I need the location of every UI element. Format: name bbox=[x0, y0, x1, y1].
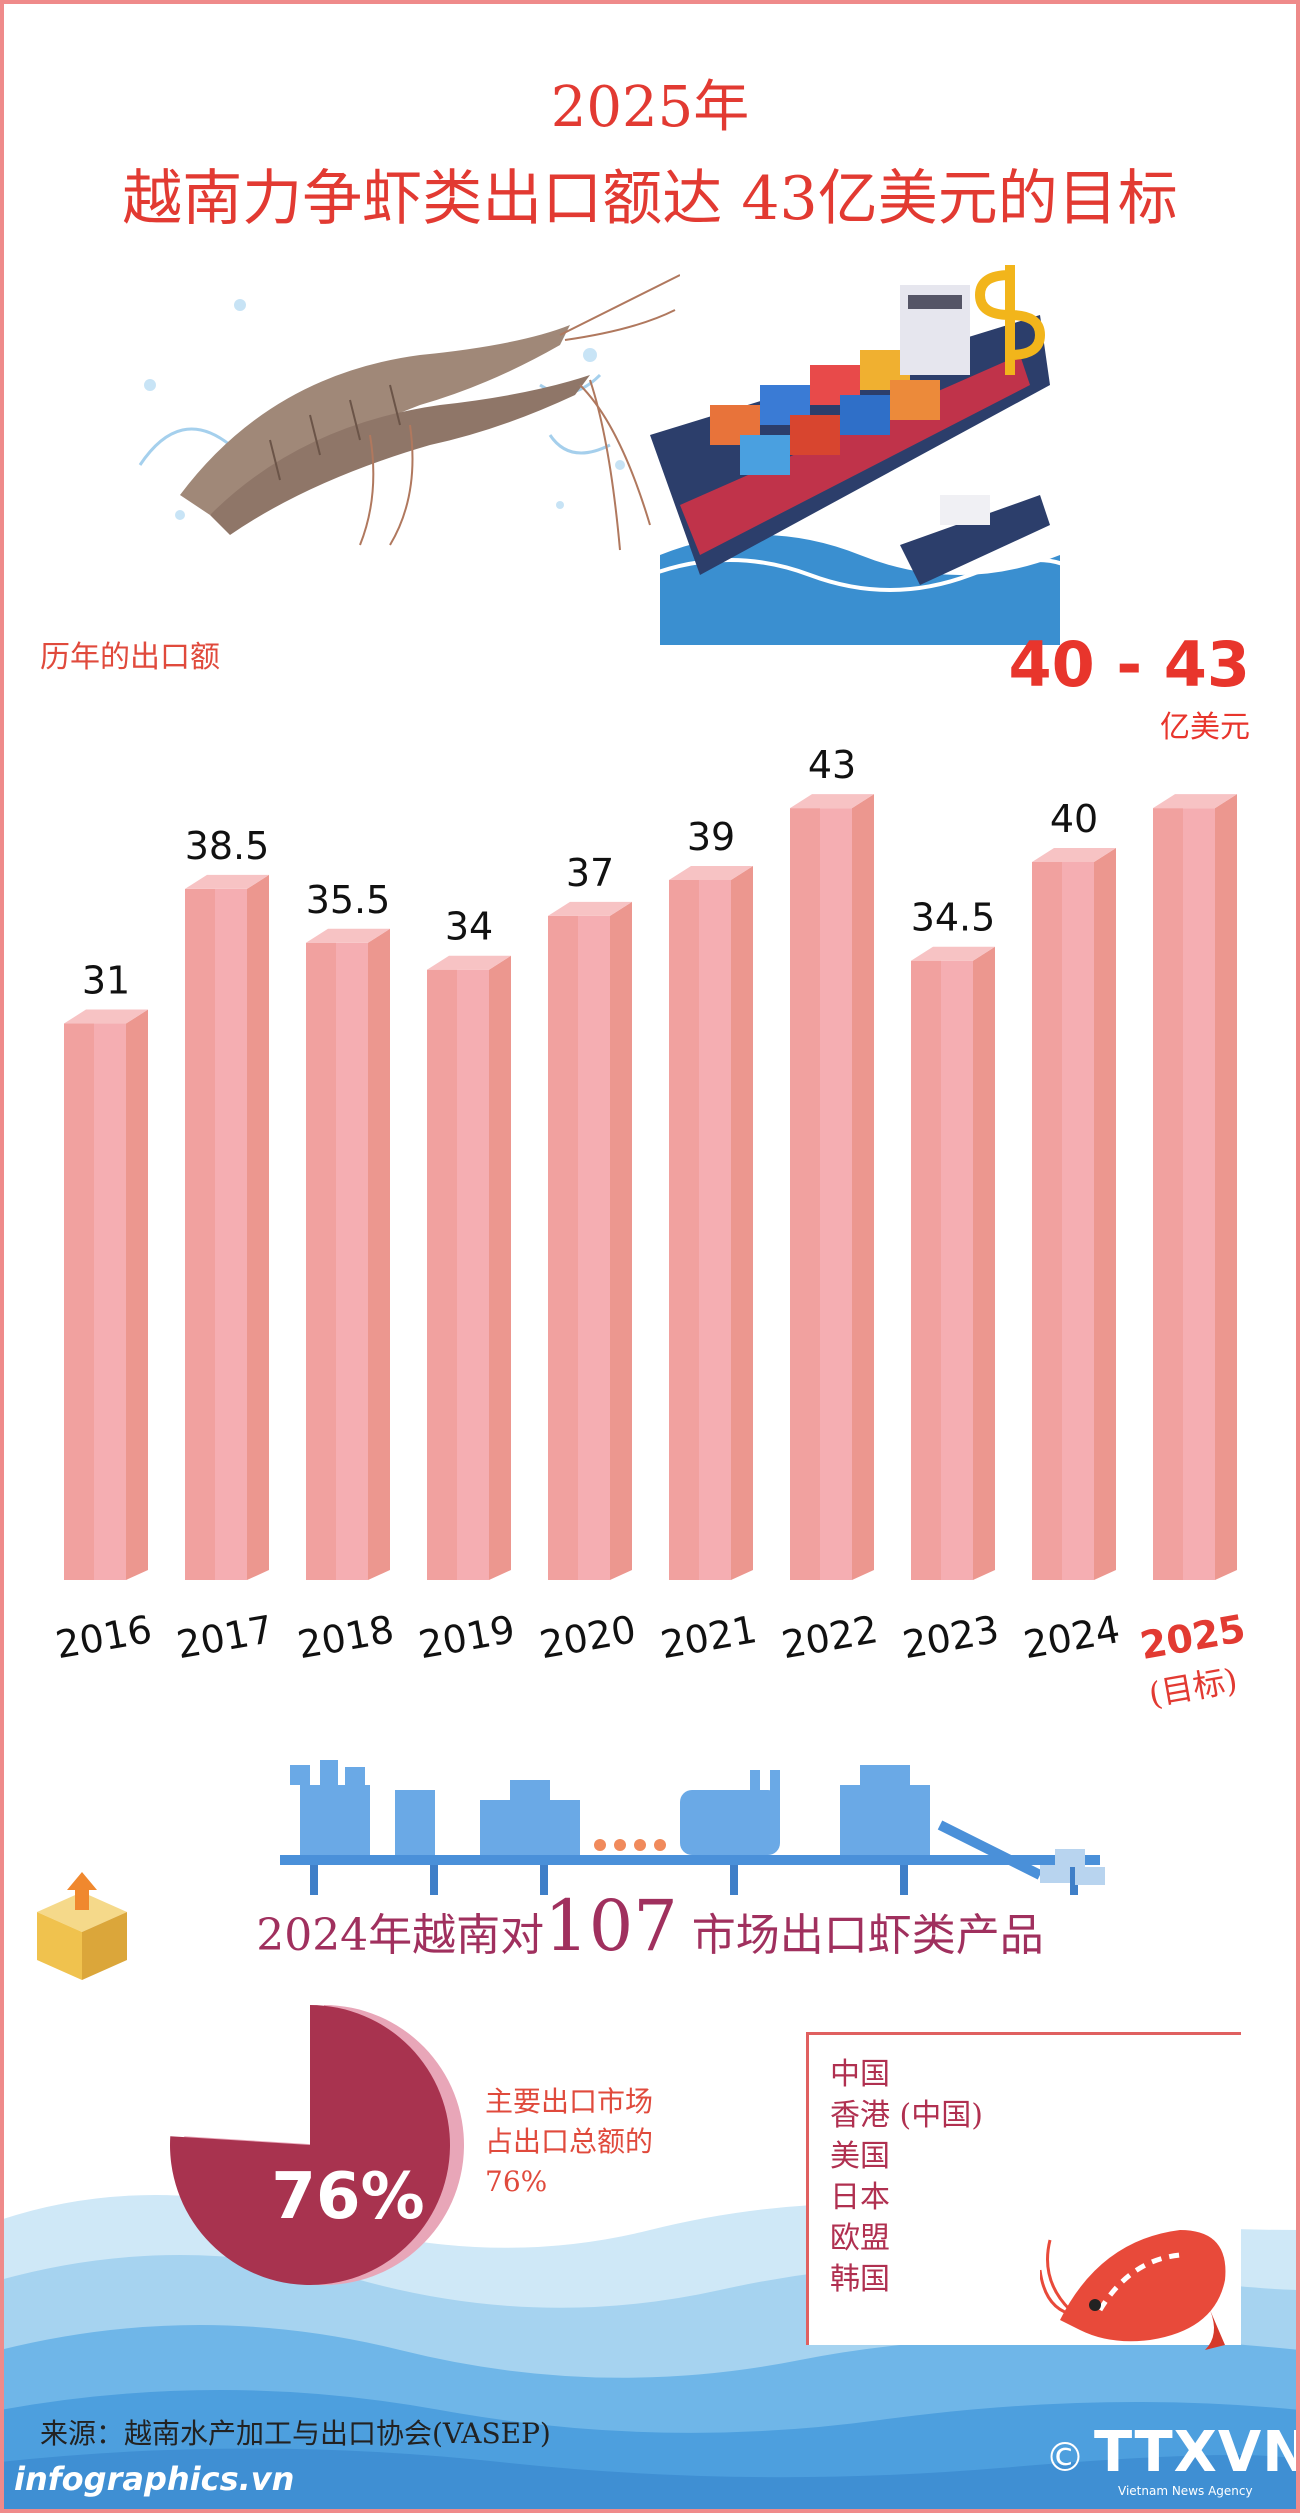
x-tick-label: 2024 bbox=[1020, 1607, 1123, 1667]
bar-top bbox=[1153, 794, 1237, 809]
bar-top bbox=[1032, 848, 1116, 862]
bar-value-label: 40 bbox=[1050, 797, 1098, 841]
bar-value-label: 35.5 bbox=[306, 878, 391, 922]
bar-side bbox=[973, 946, 995, 1580]
pie-note: 主要出口市场 占出口总额的 76% bbox=[485, 2082, 653, 2202]
bar-value-label: 39 bbox=[687, 815, 735, 859]
conveyor-line-illustration bbox=[280, 1760, 1105, 1895]
cargo-ship-illustration bbox=[649, 265, 1080, 645]
bar-side bbox=[1094, 848, 1116, 1580]
x-tick-label: 2018 bbox=[294, 1607, 397, 1667]
x-tick-label: 2025 bbox=[1137, 1606, 1249, 1668]
market-prefix: 2024年越南对 bbox=[256, 1910, 545, 1961]
export-bar-chart: 31 2016 38.5 2017 35.5 2018 34 2019 37 2020 39 2021… bbox=[52, 743, 1249, 1714]
bar-value-label: 43 bbox=[808, 743, 856, 787]
pie-note-line: 占出口总额的 bbox=[485, 2125, 654, 2158]
market-count: 107 bbox=[544, 1885, 678, 1967]
market-item: 美国 bbox=[830, 2139, 890, 2174]
footer-site-link[interactable]: infographics.vn bbox=[14, 2460, 295, 2498]
bar-shade bbox=[911, 960, 941, 1580]
page-title: 越南力争虾类出口额达 43亿美元的目标 bbox=[122, 164, 1178, 234]
bar-shade bbox=[185, 888, 215, 1580]
x-tick-label: 2023 bbox=[899, 1607, 1002, 1667]
bar-side bbox=[489, 955, 511, 1580]
market-item: 日本 bbox=[830, 2180, 890, 2215]
bar-value-label: 31 bbox=[82, 959, 130, 1003]
pie-note-line: 主要出口市场 bbox=[485, 2085, 654, 2118]
package-box-icon bbox=[37, 1872, 127, 1980]
history-label: 历年的出口额 bbox=[40, 640, 220, 675]
agency-logo-subtitle: Vietnam News Agency bbox=[1118, 2484, 1253, 2498]
bar-shade bbox=[669, 879, 699, 1580]
copyright-mark: © bbox=[1045, 2435, 1086, 2481]
pie-percent-label: 76% bbox=[271, 2160, 425, 2234]
market-count-line: 2024年越南对107 市场出口虾类产品 bbox=[0, 1885, 1300, 1967]
shrimp-illustration bbox=[138, 274, 680, 551]
market-item: 欧盟 bbox=[830, 2221, 890, 2256]
pie-note-line: 76% bbox=[485, 2165, 548, 2198]
bar-side bbox=[126, 1009, 148, 1580]
market-item: 香港 (中国) bbox=[830, 2098, 983, 2133]
bar-top bbox=[427, 955, 511, 970]
bar-top bbox=[669, 865, 753, 880]
market-suffix: 市场出口虾类产品 bbox=[677, 1910, 1044, 1961]
pie-slice bbox=[170, 2005, 451, 2285]
x-tick-label: 2022 bbox=[778, 1607, 881, 1667]
source-note: 来源：越南水产加工与出口协会(VASEP) bbox=[40, 2417, 551, 2450]
x-tick-label: 2017 bbox=[173, 1607, 276, 1667]
bar-side bbox=[731, 865, 753, 1580]
bar-top bbox=[911, 946, 995, 961]
bar-shade bbox=[64, 1023, 94, 1580]
bar-side bbox=[852, 794, 874, 1580]
bar-value-label: 34 bbox=[445, 905, 493, 949]
red-shrimp-icon bbox=[1040, 2230, 1226, 2350]
bar-top bbox=[548, 901, 632, 916]
market-list: 中国 香港 (中国) 美国 日本 欧盟 韩国 bbox=[830, 2054, 983, 2300]
bar-value-label: 37 bbox=[566, 851, 614, 895]
bar-top bbox=[185, 874, 269, 889]
target-unit: 亿美元 bbox=[1160, 710, 1250, 745]
bar-top bbox=[64, 1009, 148, 1024]
bar-top bbox=[306, 928, 390, 943]
agency-logo: © TTXVN bbox=[1045, 2420, 1300, 2485]
x-tick-label: 2019 bbox=[415, 1607, 518, 1667]
bar-top bbox=[790, 794, 874, 809]
bar-side bbox=[368, 928, 390, 1580]
agency-logo-text: TTXVN bbox=[1094, 2420, 1300, 2485]
market-item: 韩国 bbox=[830, 2262, 890, 2297]
share-pie-chart bbox=[170, 2005, 464, 2285]
x-tick-label: 2020 bbox=[536, 1607, 639, 1667]
bar-shade bbox=[1032, 862, 1062, 1580]
bar-side bbox=[1215, 794, 1237, 1580]
target-callout: 40 - 43 亿美元 bbox=[1000, 630, 1250, 746]
bar-shade bbox=[427, 969, 457, 1580]
title-year: 2025年 bbox=[550, 75, 750, 140]
bar-shade bbox=[1153, 808, 1183, 1580]
bar-shade bbox=[306, 942, 336, 1580]
target-range: 40 - 43 bbox=[1008, 628, 1250, 701]
bar-value-label: 38.5 bbox=[185, 824, 270, 868]
x-tick-label: 2021 bbox=[657, 1607, 760, 1667]
bar-shade bbox=[790, 808, 820, 1580]
bar-shade bbox=[548, 915, 578, 1580]
x-tick-label: 2016 bbox=[52, 1607, 155, 1667]
market-item: 中国 bbox=[830, 2057, 890, 2092]
bar-value-label: 34.5 bbox=[911, 896, 996, 940]
bar-side bbox=[610, 901, 632, 1580]
bar-side bbox=[247, 874, 269, 1580]
x-tick-sublabel: (目标) bbox=[1146, 1661, 1240, 1714]
